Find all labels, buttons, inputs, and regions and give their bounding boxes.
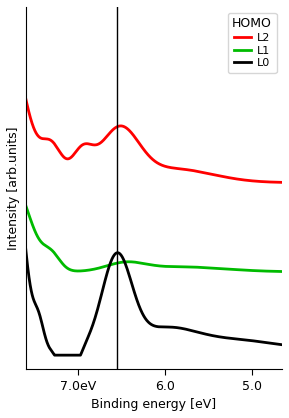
Y-axis label: Intensity [arb.units]: Intensity [arb.units] (7, 126, 20, 250)
Legend: L2, L1, L0: L2, L1, L0 (228, 13, 277, 73)
X-axis label: Binding energy [eV]: Binding energy [eV] (91, 398, 216, 411)
